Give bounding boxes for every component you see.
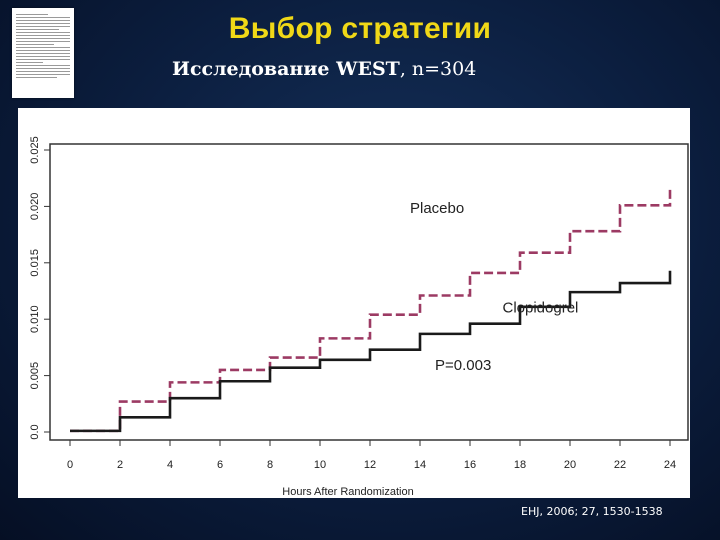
y-tick-label: 0.010 — [29, 305, 41, 333]
y-tick-label: 0.005 — [29, 362, 41, 390]
series-line-placebo — [70, 189, 672, 433]
x-tick-label: 20 — [564, 459, 576, 471]
x-tick-label: 14 — [414, 459, 426, 471]
thumbnail-text-lines — [16, 14, 70, 92]
series-line-clopidogrel — [70, 270, 672, 433]
x-tick-label: 8 — [267, 459, 273, 471]
citation: EHJ, 2006; 27, 1530-1538 — [521, 505, 663, 518]
x-tick-label: 0 — [67, 459, 73, 471]
y-tick-label: 0.0 — [29, 424, 41, 439]
x-tick-label: 4 — [167, 459, 173, 471]
subtitle-sample-size: , n=304 — [399, 58, 477, 80]
x-tick-label: 22 — [614, 459, 626, 471]
subtitle-study-name: Исследование WEST — [172, 58, 400, 80]
x-tick-label: 18 — [514, 459, 526, 471]
x-tick-label: 6 — [217, 459, 223, 471]
y-tick-label: 0.015 — [29, 249, 41, 277]
slide-title: Выбор стратегии — [228, 12, 492, 45]
kaplan-meier-chart: 0 2 4 6 8 10 12 14 16 18 20 22 240.00.0050.0100.0150… — [29, 136, 689, 498]
x-axis-label: Hours After Randomization — [282, 486, 413, 498]
p-value-annotation: P=0.003 — [435, 357, 491, 374]
x-tick-label: 10 — [314, 459, 326, 471]
article-thumbnail — [12, 8, 74, 98]
x-tick-label: 12 — [364, 459, 376, 471]
series-label-clopidogrel: Clopidogrel — [503, 299, 579, 316]
y-tick-label: 0.020 — [29, 193, 41, 221]
slide-subtitle: Исследование WEST, n=304 — [172, 58, 476, 80]
plot-frame — [49, 143, 689, 441]
x-tick-label: 16 — [464, 459, 476, 471]
x-tick-label: 2 — [117, 459, 123, 471]
chart-panel: 0 2 4 6 8 10 12 14 16 18 20 22 24 0.0 0.005 0.010 0.015 0… — [18, 108, 690, 498]
y-tick-label: 0.025 — [29, 136, 41, 164]
x-tick-label: 24 — [664, 459, 676, 471]
series-label-placebo: Placebo — [410, 200, 464, 217]
